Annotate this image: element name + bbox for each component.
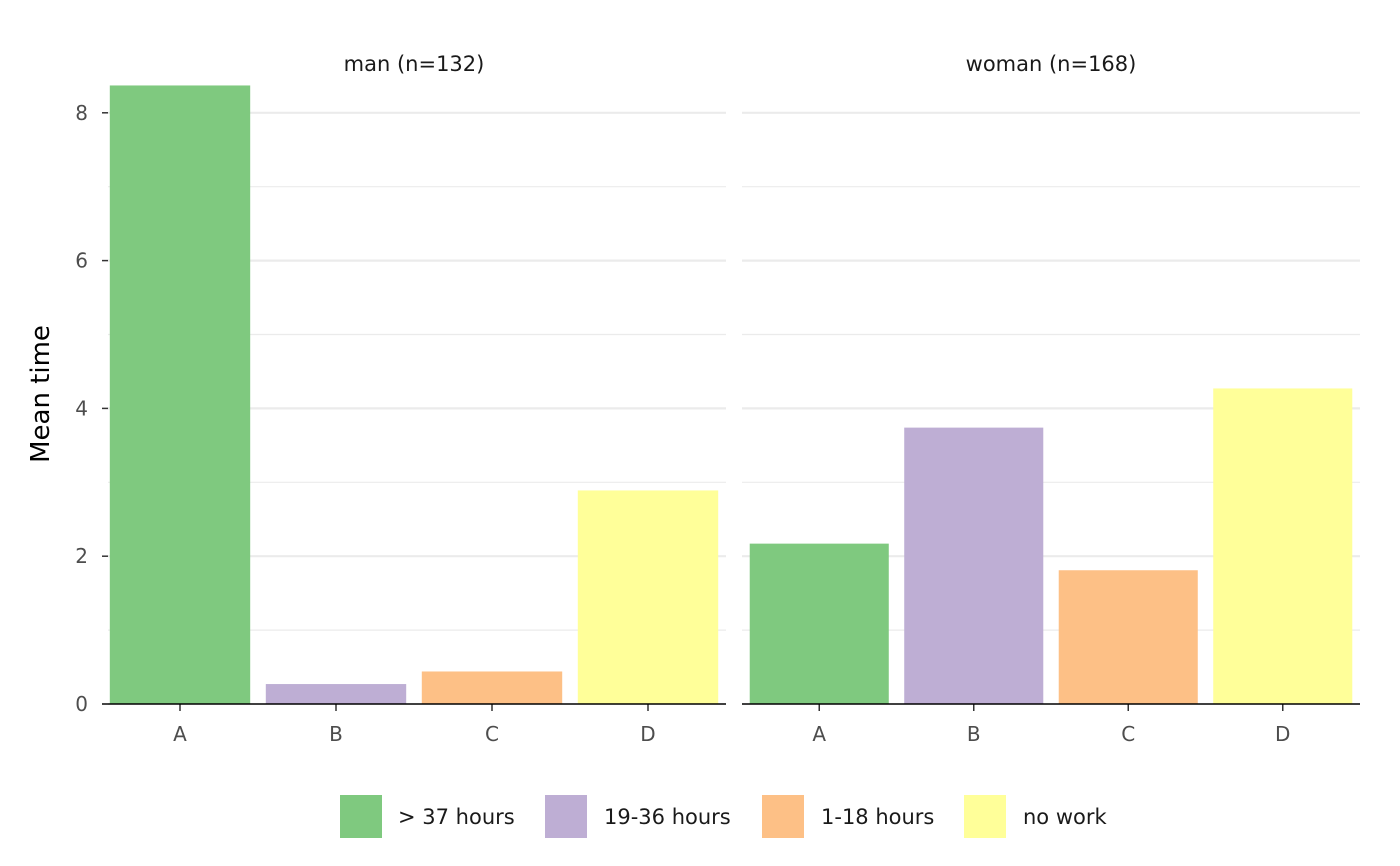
legend-key bbox=[964, 795, 1006, 838]
x-tick-label: D bbox=[640, 722, 655, 746]
bar-C bbox=[1058, 570, 1198, 704]
legend-label: no work bbox=[1023, 805, 1107, 829]
panel-title: woman (n=168) bbox=[966, 52, 1137, 76]
panel-2: woman (n=168) A B C D bbox=[742, 52, 1360, 746]
bar-A bbox=[749, 543, 889, 704]
y-tick-label: 6 bbox=[75, 249, 88, 273]
legend-key bbox=[545, 795, 587, 838]
y-axis-title: Mean time bbox=[26, 325, 56, 463]
panel-title: man (n=132) bbox=[344, 52, 485, 76]
legend-item: > 37 hours bbox=[340, 795, 515, 838]
legend-item: no work bbox=[964, 795, 1107, 838]
bar-D bbox=[577, 490, 719, 704]
legend-item: 1-18 hours bbox=[762, 795, 934, 838]
panel-1: man (n=132) A B C D bbox=[102, 52, 726, 746]
y-tick-label: 0 bbox=[75, 692, 88, 716]
x-tick-label: A bbox=[812, 722, 826, 746]
y-axis: 0 2 4 6 8 bbox=[75, 101, 108, 716]
x-tick-label: C bbox=[1121, 722, 1135, 746]
x-tick-label: B bbox=[967, 722, 981, 746]
bar-B bbox=[904, 427, 1044, 704]
bar-C bbox=[421, 671, 563, 704]
x-tick-label: D bbox=[1275, 722, 1290, 746]
legend-label: > 37 hours bbox=[398, 805, 515, 829]
legend-label: 1-18 hours bbox=[821, 805, 934, 829]
y-tick-label: 8 bbox=[75, 101, 88, 125]
y-tick-label: 2 bbox=[75, 544, 88, 568]
legend-key bbox=[340, 795, 382, 838]
bar-A bbox=[109, 85, 251, 704]
legend: > 37 hours 19-36 hours 1-18 hours no work bbox=[340, 795, 1107, 838]
y-tick-label: 4 bbox=[75, 396, 88, 420]
legend-item: 19-36 hours bbox=[545, 795, 731, 838]
x-tick-label: C bbox=[485, 722, 499, 746]
x-tick-label: A bbox=[173, 722, 187, 746]
legend-key bbox=[762, 795, 804, 838]
bar-B bbox=[265, 684, 407, 704]
x-tick-label: B bbox=[329, 722, 343, 746]
legend-label: 19-36 hours bbox=[604, 805, 731, 829]
bar-D bbox=[1213, 388, 1353, 704]
